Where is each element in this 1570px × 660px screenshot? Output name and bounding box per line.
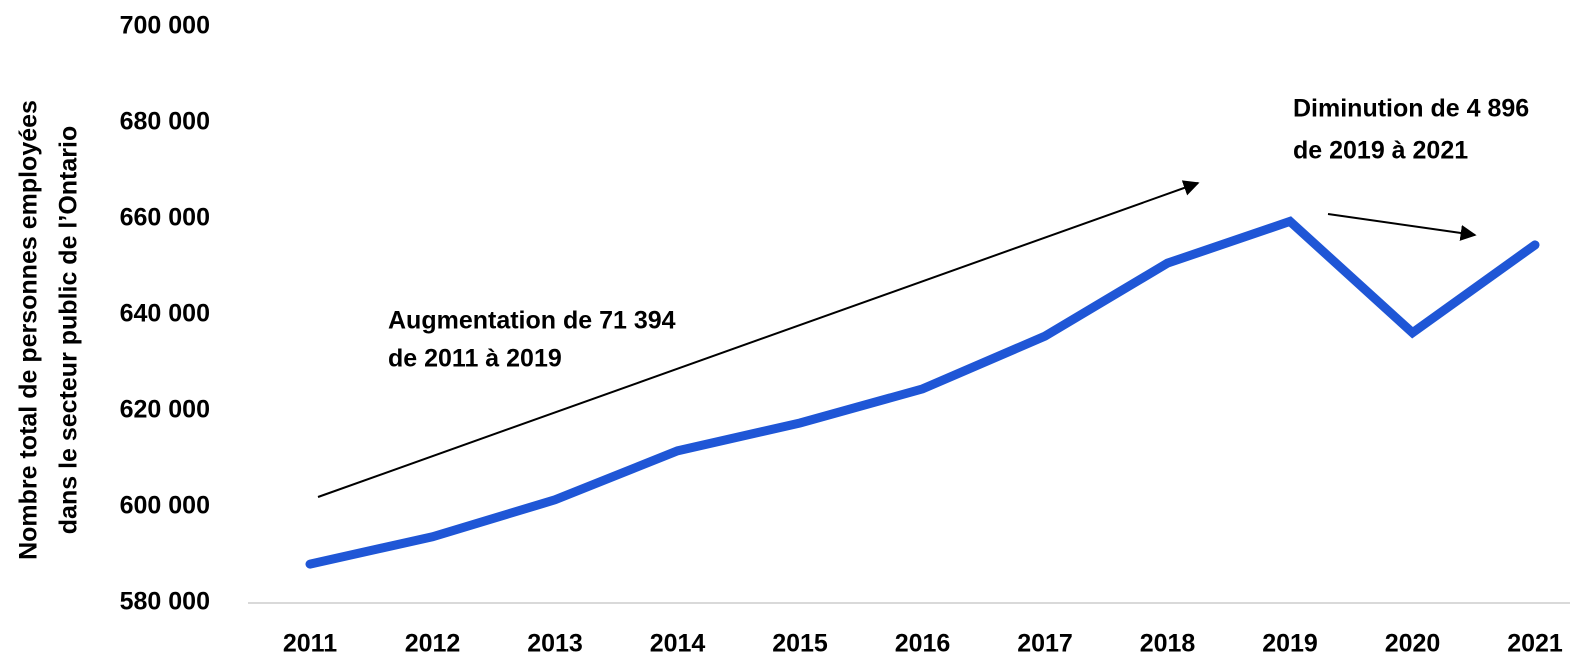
y-tick-label: 680 000 <box>120 108 210 136</box>
x-tick-label: 2011 <box>283 630 337 658</box>
annotation: Diminution de 4 896 <box>1293 95 1529 123</box>
x-tick-label: 2020 <box>1385 630 1441 658</box>
x-tick-label: 2018 <box>1140 630 1196 658</box>
arrow <box>317 180 1200 498</box>
annotation: de 2019 à 2021 <box>1293 137 1468 165</box>
y-tick-label: 600 000 <box>120 492 210 520</box>
x-tick-label: 2017 <box>1017 630 1073 658</box>
y-axis-label-line: Nombre total de personnes employées <box>15 100 43 560</box>
x-tick-label: 2013 <box>527 630 583 658</box>
y-tick-label: 580 000 <box>120 588 210 616</box>
data-line <box>305 216 1540 569</box>
y-axis-label-line: dans le secteur public de l’Ontario <box>55 126 83 534</box>
x-tick-label: 2015 <box>772 630 828 658</box>
x-tick-label: 2012 <box>405 630 461 658</box>
arrow <box>1327 213 1477 241</box>
y-axis-label: Nombre total de personnes employées dans… <box>15 100 83 560</box>
y-tick-label: 620 000 <box>120 396 210 424</box>
x-tick-label: 2016 <box>895 630 951 658</box>
annotation: Augmentation de 71 394 <box>388 307 676 335</box>
y-tick-label: 640 000 <box>120 300 210 328</box>
x-tick-label: 2021 <box>1507 630 1563 658</box>
x-tick-label: 2014 <box>650 630 706 658</box>
annotation: de 2011 à 2019 <box>388 345 562 373</box>
y-tick-label: 660 000 <box>120 204 210 232</box>
x-tick-label: 2019 <box>1262 630 1318 658</box>
y-tick-label: 700 000 <box>120 12 210 40</box>
